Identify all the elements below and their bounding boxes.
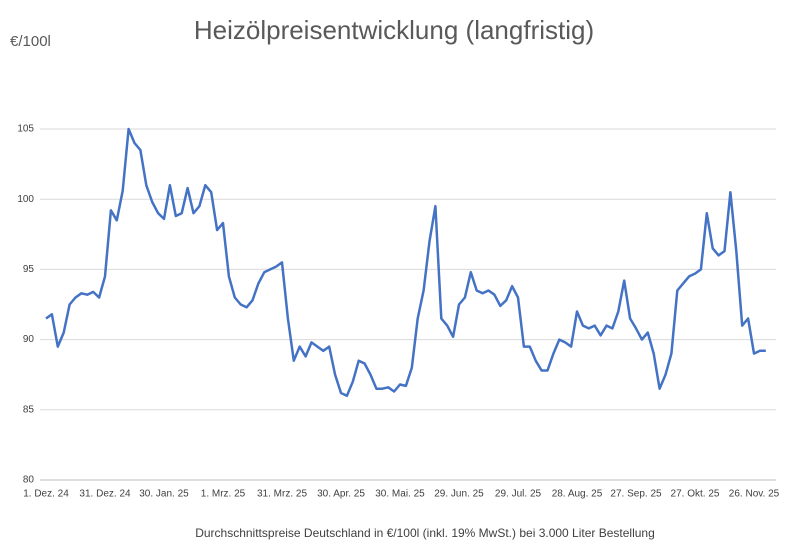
y-tick-label: 90	[23, 334, 35, 345]
y-tick-label: 85	[23, 404, 35, 415]
x-tick-label: 30. Apr. 25	[317, 489, 365, 500]
x-tick-label: 29. Jun. 25	[434, 489, 484, 500]
x-tick-label: 27. Sep. 25	[610, 489, 662, 500]
x-tick-label: 31. Mrz. 25	[257, 489, 307, 500]
x-tick-label: 30. Jan. 25	[139, 489, 189, 500]
x-tick-label: 26. Nov. 25	[729, 489, 780, 500]
y-tick-label: 105	[17, 124, 34, 135]
x-tick-label: 27. Okt. 25	[671, 489, 720, 500]
x-tick-label: 29. Jul. 25	[495, 489, 542, 500]
y-unit-label: €/100l	[10, 33, 51, 50]
x-tick-label: 31. Dez. 24	[79, 489, 131, 500]
y-tick-label: 100	[17, 194, 34, 205]
y-tick-label: 80	[23, 475, 35, 486]
x-tick-label: 1. Dez. 24	[23, 489, 69, 500]
chart-title: Heizölpreisentwicklung (langfristig)	[194, 15, 594, 45]
x-tick-label: 1. Mrz. 25	[201, 489, 246, 500]
x-tick-label: 28. Aug. 25	[552, 489, 603, 500]
data-line	[45, 127, 766, 398]
footnote: Durchschnittspreise Deutschland in €/100…	[195, 526, 655, 540]
y-tick-label: 95	[23, 264, 35, 275]
x-tick-label: 30. Mai. 25	[375, 489, 425, 500]
